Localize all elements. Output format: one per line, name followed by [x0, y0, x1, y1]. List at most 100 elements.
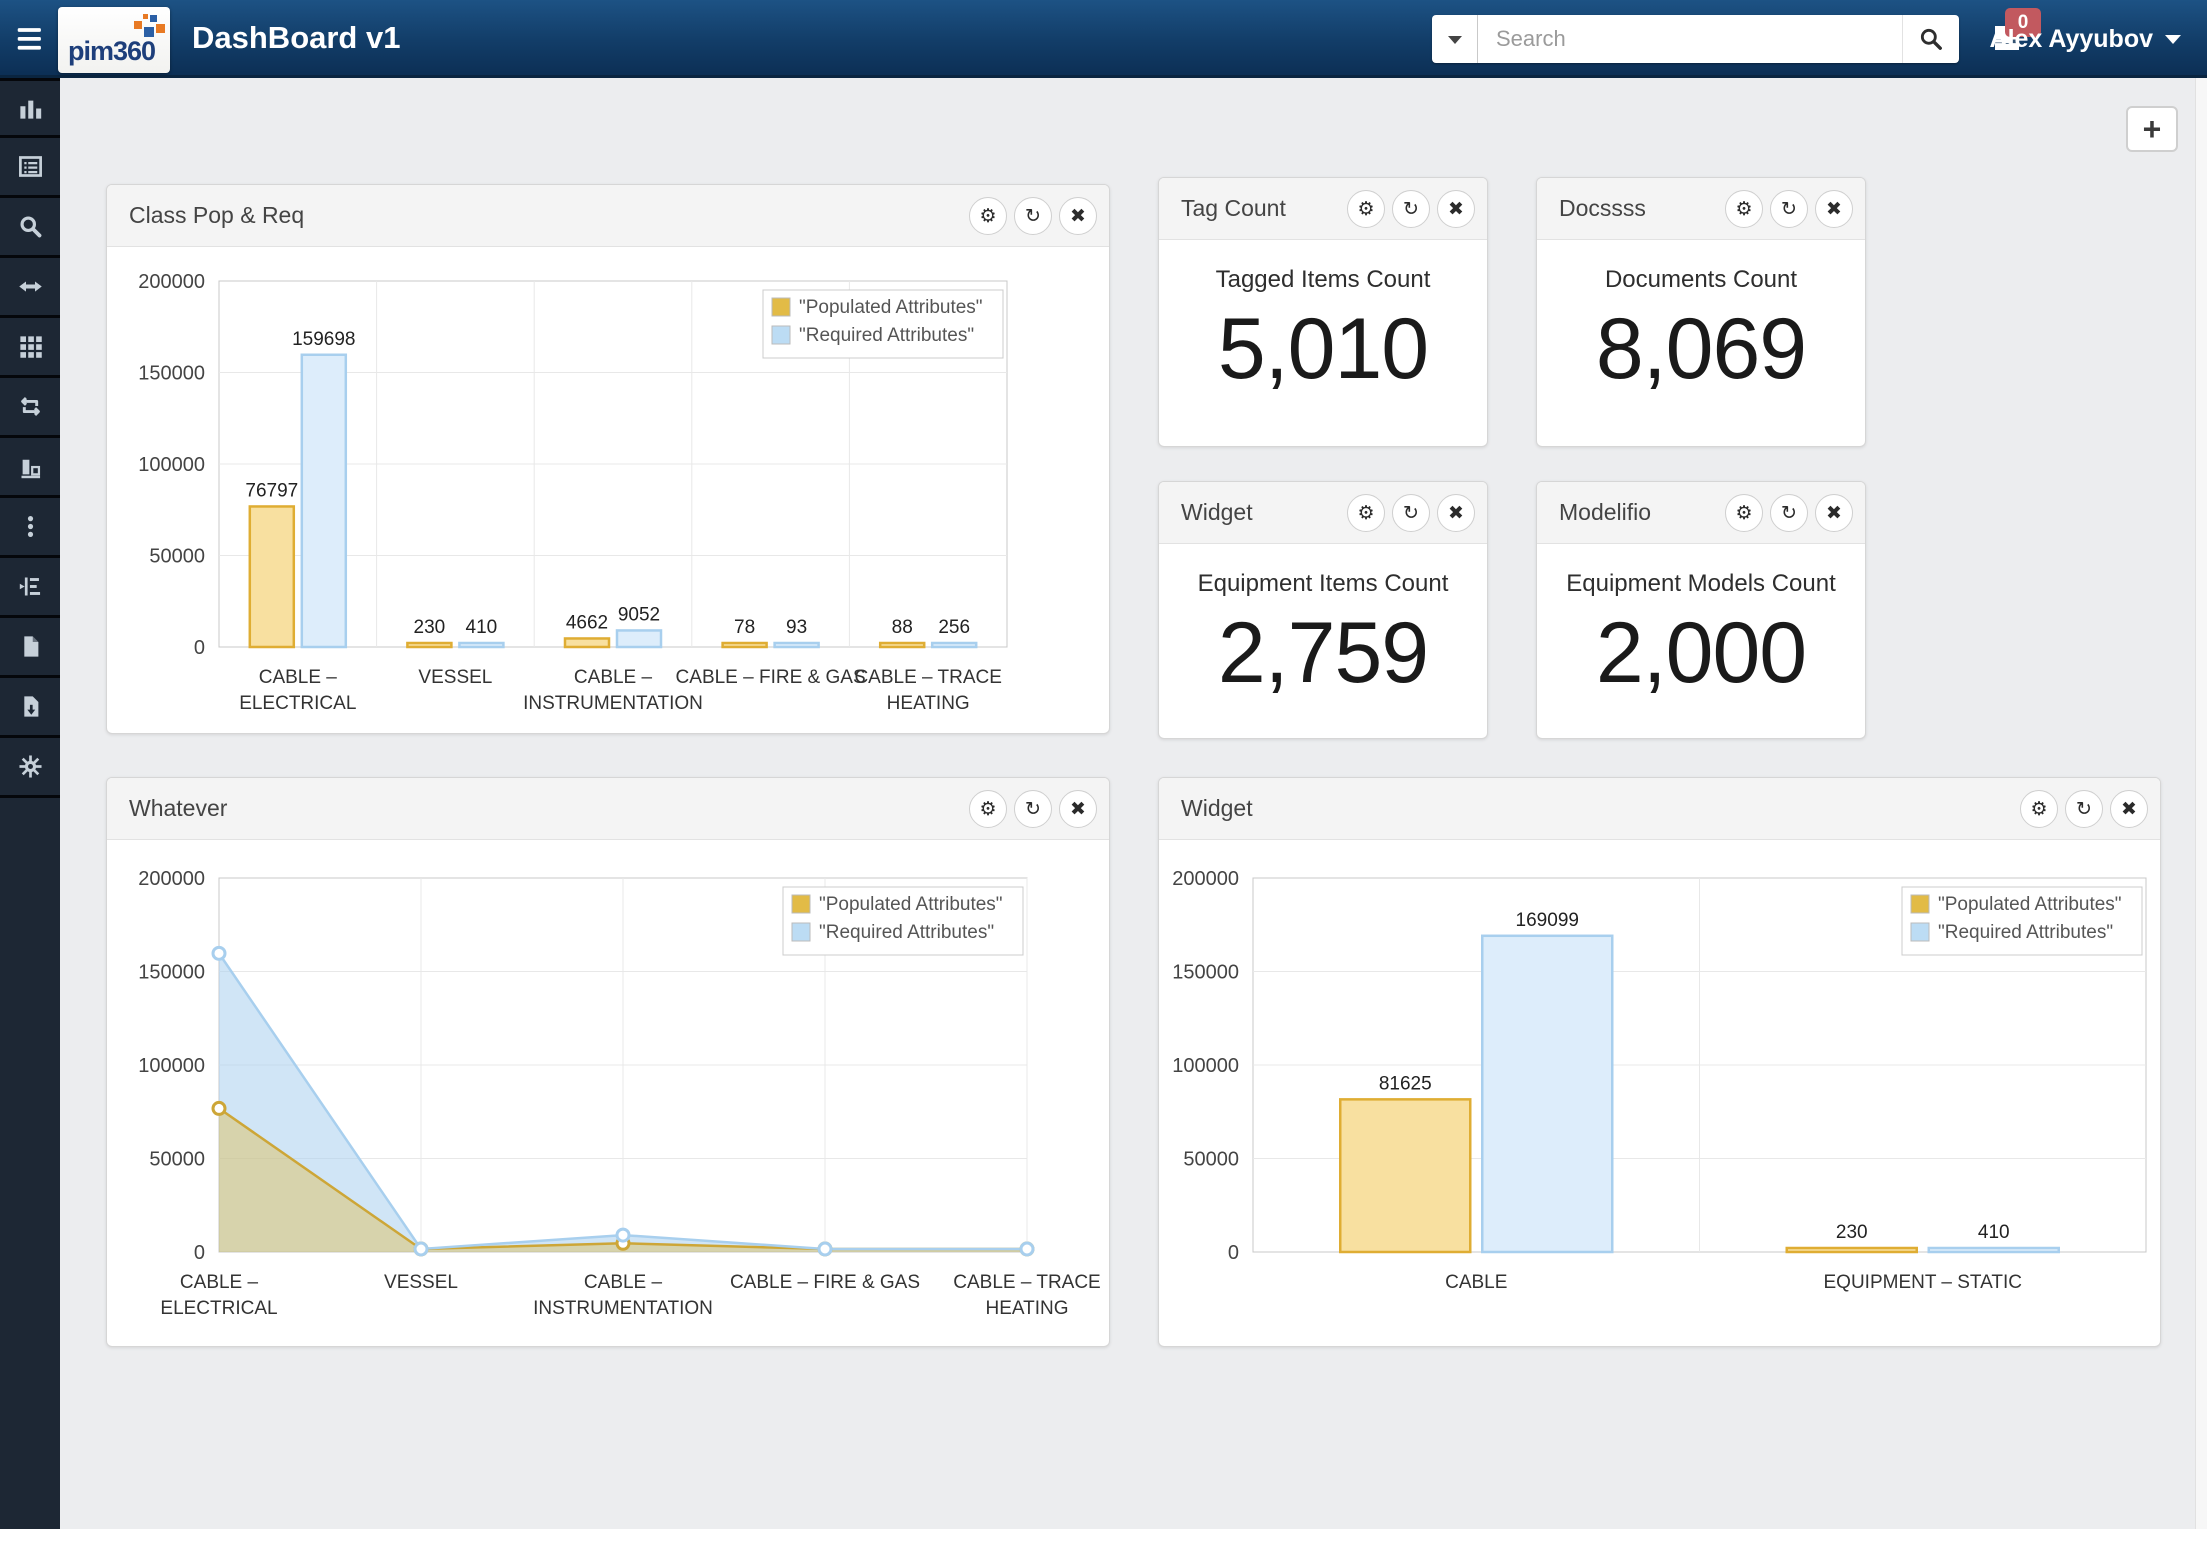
- svg-text:100000: 100000: [138, 454, 205, 476]
- sidebar-item-search[interactable]: [0, 198, 60, 258]
- svg-text:EQUIPMENT – STATIC: EQUIPMENT – STATIC: [1824, 1272, 2022, 1293]
- tree-indent-icon: [19, 577, 40, 596]
- sidebar-item-arrows-horizontal[interactable]: [0, 258, 60, 318]
- app-logo[interactable]: pim360: [58, 7, 170, 73]
- refresh-button[interactable]: ↻: [1770, 494, 1808, 532]
- close-button[interactable]: ✖: [1815, 494, 1853, 532]
- scrollbar[interactable]: [2195, 78, 2207, 1549]
- svg-text:0: 0: [1228, 1242, 1239, 1264]
- svg-text:169099: 169099: [1516, 910, 1579, 931]
- svg-text:"Required Attributes": "Required Attributes": [1938, 922, 2113, 943]
- menu-icon[interactable]: [13, 24, 47, 54]
- sidebar-item-file[interactable]: [0, 618, 60, 678]
- stat-label: Tagged Items Count: [1215, 266, 1431, 293]
- card-actions: ⚙ ↻ ✖: [1725, 190, 1853, 228]
- refresh-button[interactable]: ↻: [1770, 190, 1808, 228]
- card-actions: ⚙ ↻ ✖: [1347, 494, 1475, 532]
- sidebar-item-grid[interactable]: [0, 318, 60, 378]
- refresh-button[interactable]: ↻: [2065, 790, 2103, 828]
- refresh-button[interactable]: ↻: [1014, 790, 1052, 828]
- gear-button[interactable]: ⚙: [1347, 494, 1385, 532]
- user-name: Alex Ayyubov: [1989, 24, 2153, 53]
- logo-dot: [134, 21, 142, 29]
- file-download-icon: [23, 696, 38, 717]
- svg-text:CABLE –ELECTRICAL: CABLE – ELECTRICAL: [160, 1272, 277, 1319]
- close-button[interactable]: ✖: [1059, 790, 1097, 828]
- gear-button[interactable]: ⚙: [1725, 190, 1763, 228]
- sidebar-item-chart-column[interactable]: [0, 438, 60, 498]
- svg-text:CABLE – FIRE & GAS: CABLE – FIRE & GAS: [676, 667, 866, 688]
- svg-text:88: 88: [892, 617, 913, 638]
- area-chart: 0 50000 100000 150000 200000 CABLE – ELECTRICA…: [138, 868, 1100, 1319]
- notification-badge: 0: [2005, 8, 2041, 37]
- refresh-button[interactable]: ↻: [1392, 190, 1430, 228]
- svg-text:CABLE: CABLE: [1445, 1272, 1507, 1293]
- svg-text:CABLE –INSTRUMENTATION: CABLE – INSTRUMENTATION: [533, 1272, 713, 1319]
- page-title: DashBoard v1: [192, 20, 401, 55]
- repeat-icon: [20, 397, 40, 416]
- card-whatever: Whatever ⚙ ↻ ✖ 0 50000 100000 150000 200000 C…: [106, 777, 1110, 1347]
- gear-button[interactable]: ⚙: [2020, 790, 2058, 828]
- sidebar-item-ellipsis-vertical[interactable]: [0, 498, 60, 558]
- logo-dot: [143, 14, 148, 19]
- svg-text:150000: 150000: [138, 962, 205, 984]
- app-header: pim360 DashBoard v1 0 Alex Ayyubov: [0, 0, 2207, 78]
- file-icon: [23, 636, 38, 657]
- svg-text:"Required Attributes": "Required Attributes": [799, 325, 974, 346]
- stat-value: 5,010: [1217, 301, 1429, 397]
- table-list-icon: [18, 156, 42, 177]
- svg-text:256: 256: [938, 617, 970, 638]
- gear-button[interactable]: ⚙: [1347, 190, 1385, 228]
- user-menu[interactable]: Alex Ayyubov: [1990, 0, 2181, 78]
- svg-text:"Populated Attributes": "Populated Attributes": [1938, 894, 2122, 915]
- card-actions: ⚙ ↻ ✖: [969, 197, 1097, 235]
- gear-icon: [18, 755, 42, 778]
- card-title: Widget: [1181, 795, 1253, 821]
- svg-text:410: 410: [466, 617, 498, 638]
- svg-text:"Populated Attributes": "Populated Attributes": [799, 297, 983, 318]
- svg-text:150000: 150000: [1172, 962, 1239, 984]
- sidebar-item-file-download[interactable]: [0, 678, 60, 738]
- gear-button[interactable]: ⚙: [969, 790, 1007, 828]
- close-button[interactable]: ✖: [1437, 494, 1475, 532]
- close-button[interactable]: ✖: [2110, 790, 2148, 828]
- sidebar-item-repeat[interactable]: [0, 378, 60, 438]
- svg-text:159698: 159698: [292, 329, 355, 350]
- close-button[interactable]: ✖: [1437, 190, 1475, 228]
- refresh-button[interactable]: ↻: [1392, 494, 1430, 532]
- logo-text: pim360: [68, 36, 156, 66]
- refresh-button[interactable]: ↻: [1014, 197, 1052, 235]
- svg-text:78: 78: [734, 617, 755, 638]
- gear-button[interactable]: ⚙: [969, 197, 1007, 235]
- card-docssss: Docssss ⚙ ↻ ✖ Documents Count 8,069: [1536, 177, 1866, 447]
- stat-label: Equipment Items Count: [1197, 570, 1449, 597]
- sidebar-item-bar-chart[interactable]: [0, 78, 60, 138]
- card-header: Docssss ⚙ ↻ ✖: [1537, 178, 1865, 240]
- sidebar-item-gear[interactable]: [0, 738, 60, 798]
- sidebar-item-tree-indent[interactable]: [0, 558, 60, 618]
- svg-text:230: 230: [414, 617, 446, 638]
- card-actions: ⚙ ↻ ✖: [1725, 494, 1853, 532]
- gear-button[interactable]: ⚙: [1725, 494, 1763, 532]
- stat-value: 8,069: [1595, 301, 1807, 397]
- svg-text:93: 93: [786, 617, 807, 638]
- search-button[interactable]: [1902, 15, 1959, 63]
- card-title: Class Pop & Req: [129, 202, 305, 228]
- card-actions: ⚙ ↻ ✖: [969, 790, 1097, 828]
- close-button[interactable]: ✖: [1815, 190, 1853, 228]
- add-widget-button[interactable]: +: [2126, 106, 2178, 152]
- search-scope-button[interactable]: [1432, 15, 1478, 63]
- svg-text:0: 0: [194, 637, 205, 659]
- sidebar-item-table-list[interactable]: [0, 138, 60, 198]
- notifications-button[interactable]: 0: [1989, 8, 2041, 60]
- svg-text:VESSEL: VESSEL: [418, 667, 492, 688]
- chevron-down-icon: [2165, 34, 2181, 44]
- svg-text:410: 410: [1978, 1222, 2010, 1243]
- search-input[interactable]: [1478, 15, 1902, 63]
- bar-chart: 0 50000 100000 150000 200000 81625 230 169099 41…: [1172, 868, 2147, 1293]
- search-icon: [1920, 28, 1942, 50]
- close-button[interactable]: ✖: [1059, 197, 1097, 235]
